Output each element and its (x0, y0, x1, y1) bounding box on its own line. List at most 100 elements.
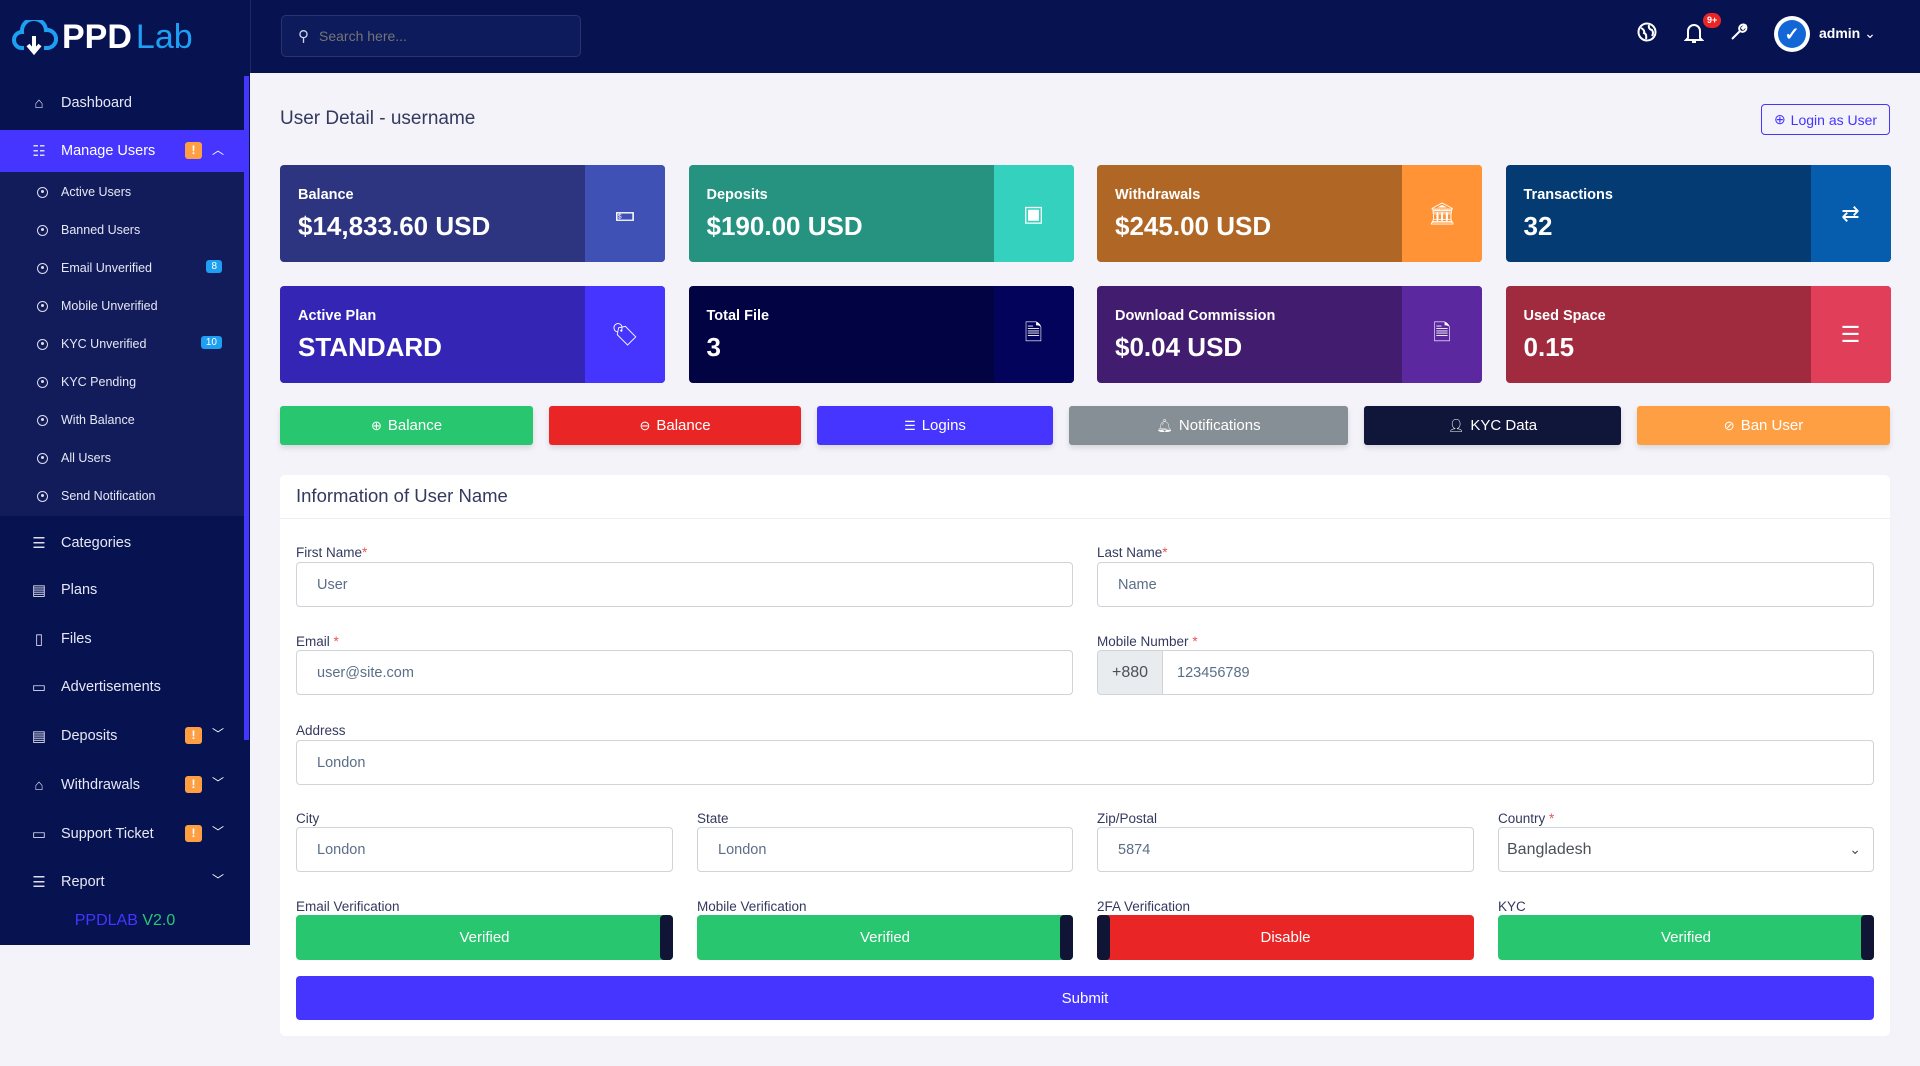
sidebar-item-categories[interactable]: ☰ Categories (0, 521, 244, 565)
submenu-kyc-pending[interactable]: KYC Pending (0, 363, 244, 401)
city-input[interactable]: London (296, 827, 673, 872)
sidebar-item-dashboard[interactable]: ⌂ Dashboard (0, 81, 244, 125)
submenu-all-users[interactable]: All Users (0, 439, 244, 477)
page-title: User Detail - username (280, 108, 476, 129)
stat-value: $190.00 USD (706, 211, 863, 241)
user-menu[interactable]: admin ⌄ (1819, 25, 1876, 42)
email-verification-label: Email Verification (296, 899, 400, 914)
stat-value: $245.00 USD (1115, 211, 1272, 241)
sidebar-item-report[interactable]: ☰ Report ﹀ (0, 860, 244, 904)
exchange-icon: ⇄ (1810, 165, 1891, 262)
kyc-toggle[interactable]: Verified (1498, 915, 1874, 960)
submenu-kyc-unverified[interactable]: KYC Unverified 10 (0, 325, 244, 363)
stat-card-download-commission[interactable]: Download Commission $0.04 USD 🗎 (1097, 286, 1482, 383)
sidebar-item-files[interactable]: ▯ Files (0, 617, 244, 661)
submenu-email-unverified[interactable]: Email Unverified 8 (0, 249, 244, 287)
toggle-label: Verified (1660, 929, 1712, 946)
sidebar: PPD Lab ⌂ Dashboard ☷ Manage Users! ︿ Active… (0, 0, 250, 945)
circle-dot-icon (37, 300, 48, 312)
stat-card-active-plan[interactable]: Active Plan STANDARD 🏷︎ (280, 286, 665, 383)
stat-label: Transactions (1523, 187, 1613, 203)
kyc-data-button[interactable]: 👤︎ KYC Data (1364, 406, 1621, 445)
stat-card-total-file[interactable]: Total File 3 🗎 (688, 286, 1074, 383)
sidebar-scrollbar[interactable] (244, 76, 249, 740)
country-select[interactable]: Bangladesh ⌄ (1498, 827, 1874, 872)
wrench-icon[interactable] (1729, 22, 1749, 42)
search-box[interactable]: ⚲ (281, 15, 581, 57)
alert-badge: ! (185, 727, 202, 744)
bell-icon[interactable] (1684, 22, 1704, 44)
ban-user-button[interactable]: ⊘ Ban User (1637, 406, 1890, 445)
sidebar-item-label: Deposits (61, 728, 118, 744)
search-icon: ⚲ (298, 28, 309, 45)
money-icon: 💵︎ (585, 165, 665, 262)
chevron-up-icon: ︿ (211, 143, 224, 157)
sidebar-item-label: Report (61, 874, 105, 890)
logins-button[interactable]: ☰ Logins (817, 406, 1053, 445)
sidebar-item-withdrawals[interactable]: ⌂ Withdrawals! ﹀ (0, 763, 244, 807)
submenu-mobile-unverified[interactable]: Mobile Unverified (0, 287, 244, 325)
chevron-down-icon: ﹀ (211, 825, 224, 839)
chevron-down-icon: ⌄ (1849, 841, 1861, 857)
circle-dot-icon (37, 224, 48, 236)
stat-label: Active Plan (298, 308, 377, 324)
state-input[interactable]: London (697, 827, 1073, 872)
alert-badge: ! (185, 142, 202, 159)
stat-card-balance[interactable]: Balance $14,833.60 USD 💵︎ (280, 165, 665, 262)
sidebar-item-label: Manage Users (61, 143, 156, 159)
submit-button[interactable]: Submit (296, 976, 1874, 1020)
sidebar-item-label: Dashboard (61, 95, 132, 111)
logo[interactable]: PPD Lab (12, 18, 193, 57)
submenu-label: All Users (61, 451, 112, 465)
login-as-user-button[interactable]: ⊕ Login as User (1761, 104, 1890, 135)
stat-label: Total File (706, 308, 770, 324)
button-label: Ban User (1740, 417, 1804, 434)
submenu-with-balance[interactable]: With Balance (0, 401, 244, 439)
circle-dot-icon (37, 262, 48, 274)
toggle-label: Verified (459, 929, 510, 946)
sidebar-item-plans[interactable]: ▤ Plans (0, 568, 244, 612)
stat-card-deposits[interactable]: Deposits $190.00 USD ▣ (688, 165, 1074, 262)
stat-label: Withdrawals (1115, 187, 1201, 203)
email-verification-toggle[interactable]: Verified (296, 915, 673, 960)
mobile-input[interactable]: 123456789 (1162, 650, 1874, 695)
stat-card-used-space[interactable]: Used Space 0.15 ☰ (1505, 286, 1891, 383)
user-check-icon: 👤︎ (1447, 417, 1465, 433)
submenu-banned-users[interactable]: Banned Users (0, 211, 244, 249)
submenu-send-notification[interactable]: Send Notification (0, 477, 244, 515)
twofa-verification-toggle[interactable]: Disable (1097, 915, 1474, 960)
search-input[interactable] (319, 28, 559, 44)
last-name-input[interactable]: Name (1097, 562, 1874, 607)
submenu-active-users[interactable]: Active Users (0, 173, 244, 211)
version-name: PPDLAB (74, 912, 138, 929)
toggle-knob (1097, 915, 1110, 960)
address-input[interactable]: London (296, 740, 1874, 785)
subtract-balance-button[interactable]: ⊖ Balance (549, 406, 801, 445)
cloud-download-icon (12, 19, 58, 55)
notifications-button[interactable]: 🔔︎ Notifications (1069, 406, 1348, 445)
avatar[interactable]: ✓ (1774, 16, 1810, 52)
stat-card-withdrawals[interactable]: Withdrawals $245.00 USD 🏛︎ (1097, 165, 1482, 262)
manage-users-submenu: Active Users Banned Users Email Unverifi… (0, 172, 244, 516)
list-icon: ☰ (904, 417, 916, 433)
alert-badge: ! (185, 776, 202, 793)
circle-dot-icon (37, 186, 48, 198)
button-label: Logins (921, 417, 966, 434)
count-badge: 8 (206, 260, 222, 273)
sidebar-item-manage-users[interactable]: ☷ Manage Users! ︿ (0, 130, 244, 172)
zip-input[interactable]: 5874 (1097, 827, 1474, 872)
list-icon: ☰ (32, 874, 46, 891)
mobile-verification-toggle[interactable]: Verified (697, 915, 1073, 960)
sidebar-item-label: Files (61, 631, 92, 647)
stat-value: 3 (706, 332, 721, 362)
stat-card-transactions[interactable]: Transactions 32 ⇄ (1505, 165, 1891, 262)
chevron-circle-down-icon: ⌄ (1864, 25, 1876, 41)
email-input[interactable]: user@site.com (296, 650, 1073, 695)
globe-icon[interactable] (1637, 22, 1657, 42)
sidebar-item-support-ticket[interactable]: ▭ Support Ticket! ﹀ (0, 812, 244, 856)
sidebar-item-advertisements[interactable]: ▭ Advertisements (0, 665, 244, 709)
add-balance-button[interactable]: ⊕ Balance (280, 406, 533, 445)
sidebar-item-deposits[interactable]: ▤ Deposits! ﹀ (0, 714, 244, 758)
first-name-input[interactable]: User (296, 562, 1073, 607)
zip-label: Zip/Postal (1097, 811, 1158, 826)
